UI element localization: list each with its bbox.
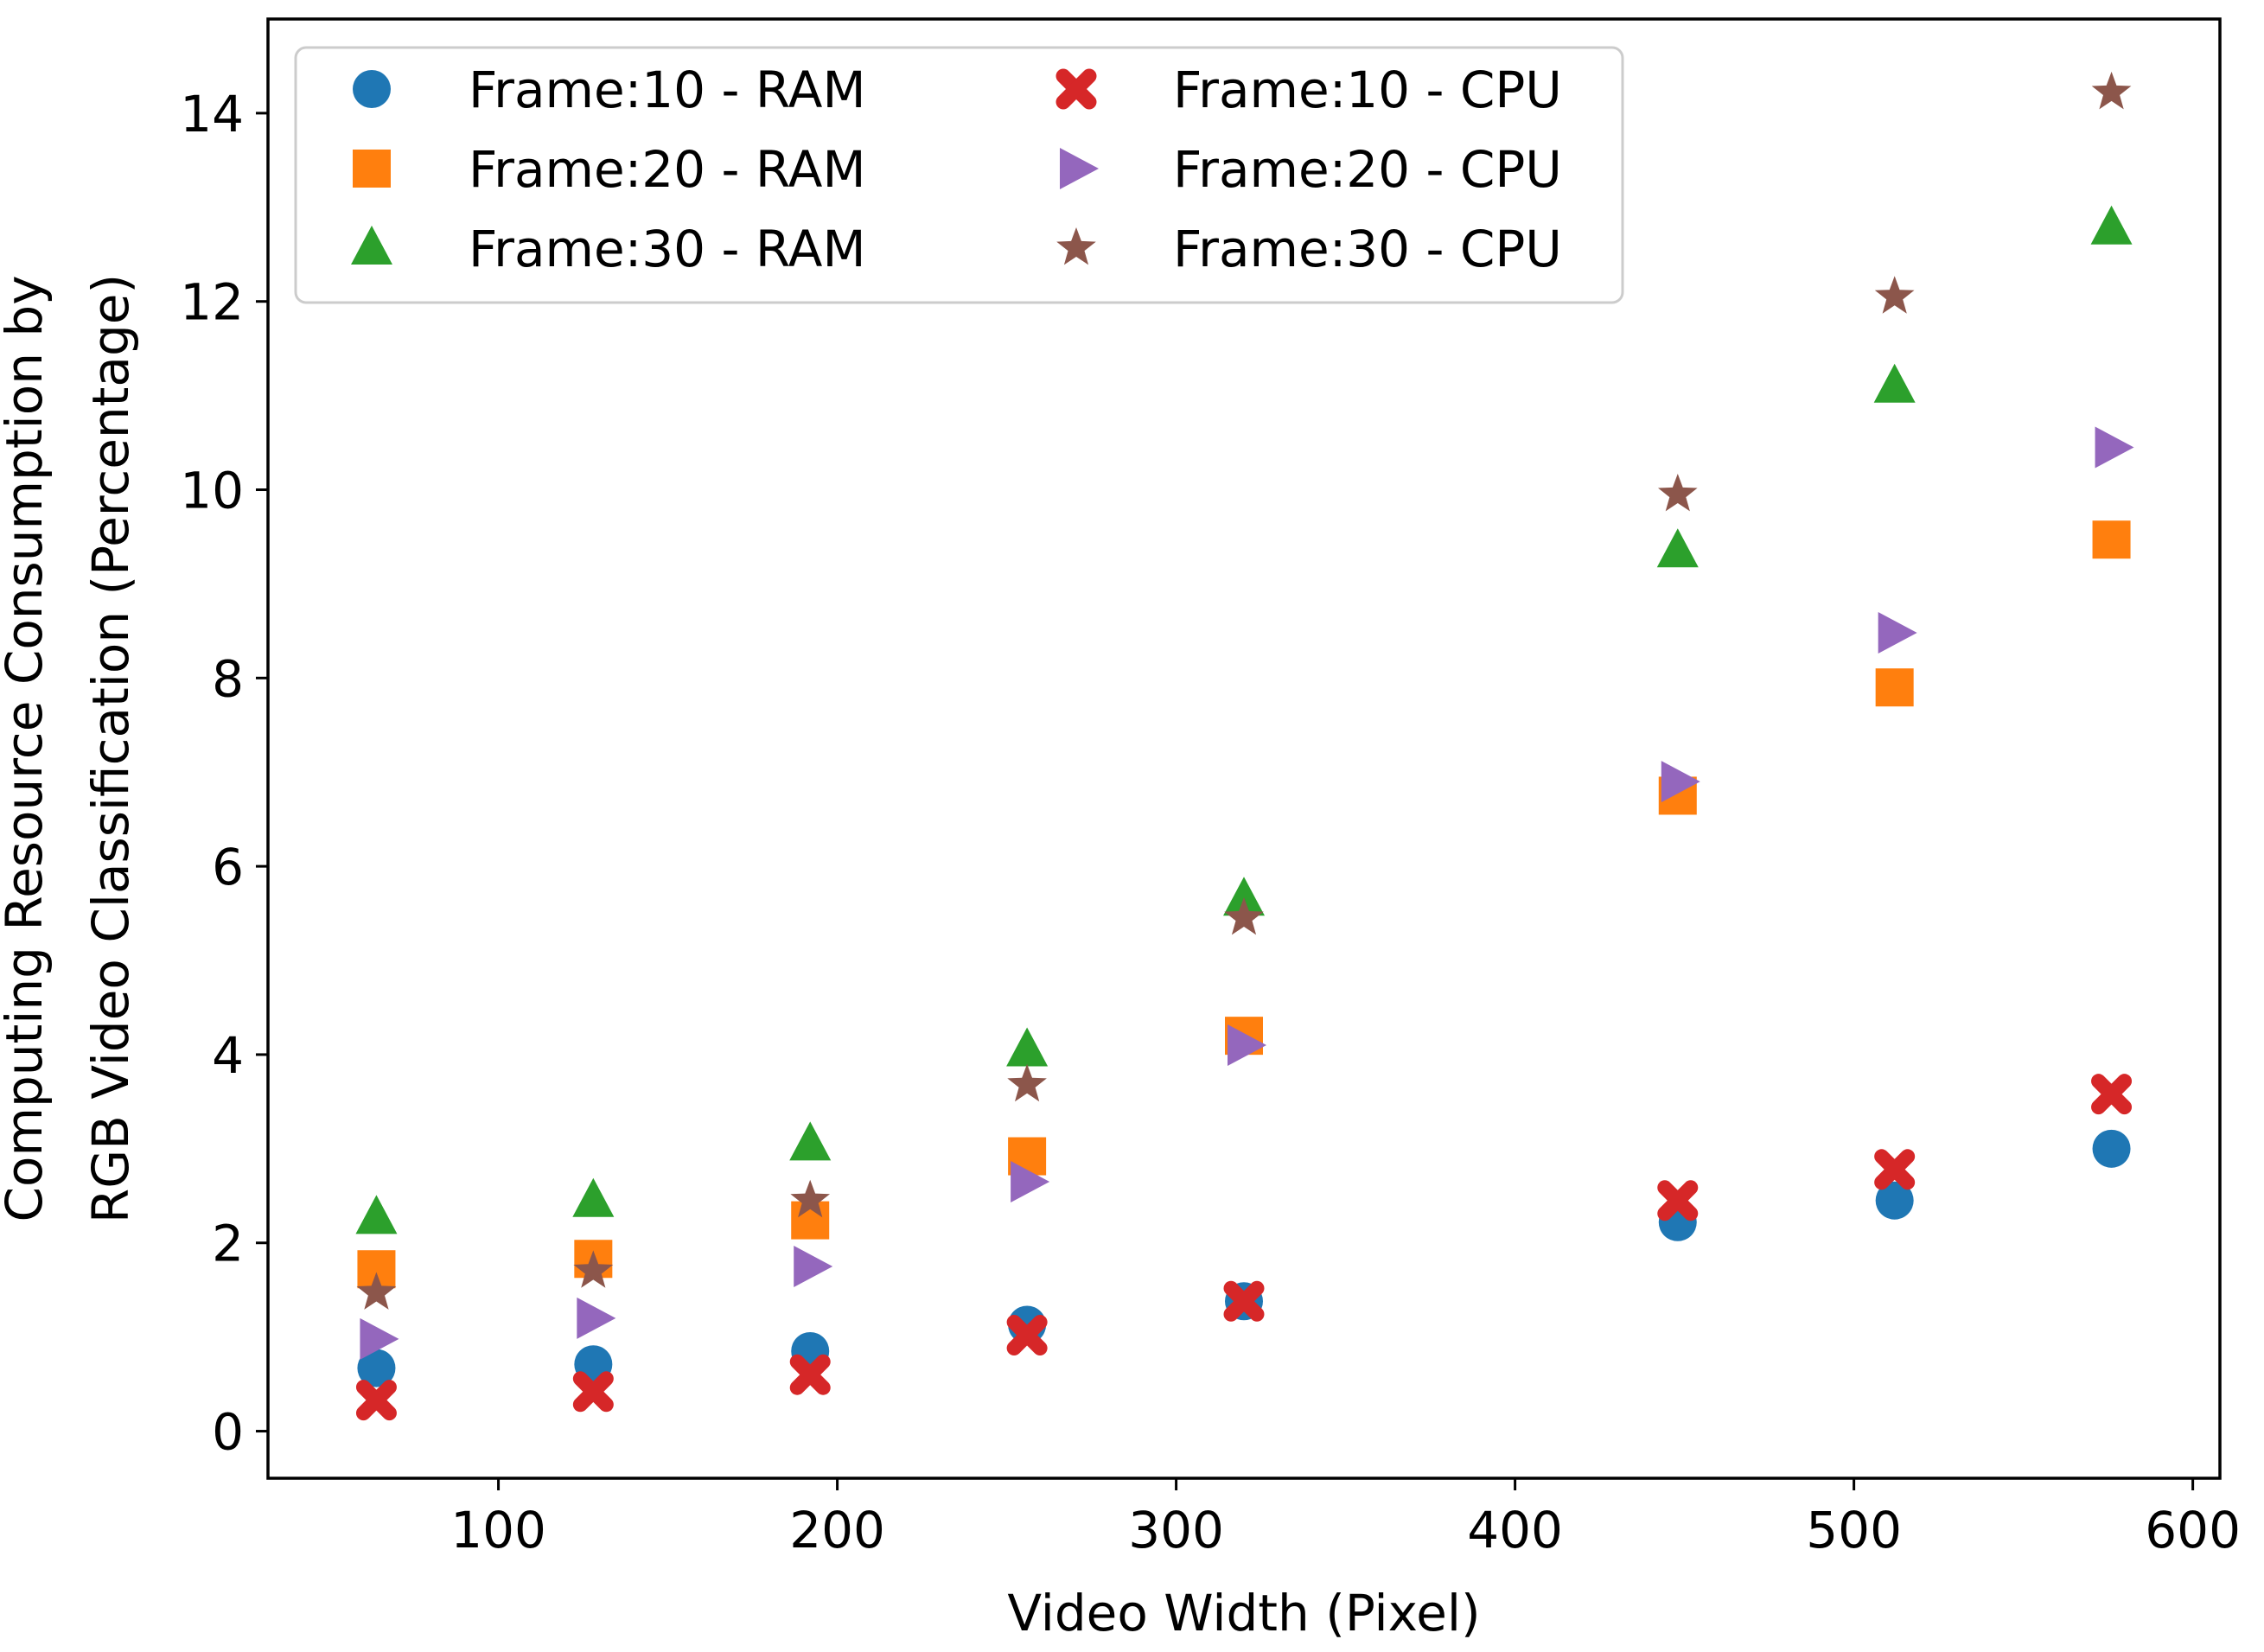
data-point	[355, 1380, 397, 1421]
data-point	[577, 1297, 616, 1339]
data-point	[355, 1195, 398, 1234]
legend-label: Frame:20 - RAM	[469, 140, 866, 199]
data-point	[2092, 1129, 2131, 1168]
y-tick-label: 10	[180, 462, 244, 520]
data-point	[1011, 1160, 1050, 1202]
data-point	[789, 1121, 832, 1161]
data-point	[572, 1371, 614, 1413]
x-tick-label: 600	[2145, 1501, 2241, 1560]
data-point	[2091, 71, 2132, 110]
legend-marker	[1056, 227, 1096, 265]
y-tick-label: 14	[180, 85, 244, 144]
legend: Frame:10 - RAM Frame:20 - RAM Frame:30 - R…	[294, 46, 1624, 304]
y-tick-label: 4	[212, 1026, 244, 1085]
plot-frame	[266, 17, 2222, 1480]
x-tick-label: 300	[1128, 1501, 1224, 1560]
legend-marker	[353, 70, 391, 108]
data-point	[1661, 761, 1700, 803]
data-point	[357, 1349, 396, 1387]
data-point	[1875, 1181, 1914, 1220]
legend-marker	[1060, 148, 1099, 189]
legend-marker	[353, 150, 391, 188]
y-axis-label-line-2: RGB Video Classification (Percentage)	[81, 274, 140, 1223]
data-point	[1656, 528, 1699, 568]
data-point	[2091, 1074, 2133, 1115]
data-point	[2095, 426, 2134, 469]
x-tick-label: 500	[1806, 1501, 1902, 1560]
legend-label: Frame:10 - CPU	[1173, 61, 1562, 119]
data-point	[1874, 276, 1915, 314]
data-point	[356, 1272, 397, 1310]
data-point	[2090, 205, 2133, 245]
x-tick-label: 400	[1467, 1501, 1563, 1560]
y-tick-label: 0	[212, 1403, 244, 1462]
legend-label: Frame:10 - RAM	[469, 61, 866, 119]
x-tick-label: 200	[789, 1501, 885, 1560]
data-point	[1658, 474, 1698, 512]
y-tick-label: 8	[212, 649, 244, 708]
data-point	[1878, 612, 1917, 654]
legend-marker	[351, 226, 392, 265]
y-axis-label-line-1: Computing Resource Consumption by	[0, 275, 54, 1221]
legend-label: Frame:30 - RAM	[469, 220, 866, 278]
legend-marker	[1055, 68, 1097, 110]
data-point	[1006, 1027, 1049, 1067]
data-points	[355, 71, 2134, 1421]
y-tick-label: 2	[212, 1215, 244, 1273]
data-point	[1223, 1280, 1265, 1322]
data-point	[360, 1317, 399, 1360]
data-point	[794, 1245, 833, 1287]
y-tick-label: 6	[212, 838, 244, 896]
data-point	[1223, 877, 1265, 916]
x-tick-label: 100	[450, 1501, 546, 1560]
data-point	[1873, 363, 1916, 403]
data-point	[790, 1179, 830, 1218]
data-point	[2092, 520, 2131, 559]
data-point	[572, 1177, 615, 1217]
y-tick-label: 12	[180, 273, 244, 332]
data-point	[1657, 1180, 1699, 1221]
legend-label: Frame:20 - CPU	[1173, 140, 1562, 199]
data-point	[1874, 1149, 1916, 1190]
data-point	[1875, 668, 1914, 707]
legend-label: Frame:30 - CPU	[1173, 220, 1562, 278]
axis-ticks: 100 200 300 400 500 600 0 2 4 6 8 10 12 14	[180, 85, 2241, 1560]
legend-box	[294, 46, 1624, 304]
data-point	[573, 1250, 614, 1288]
data-point	[789, 1354, 831, 1395]
data-point	[1007, 1063, 1047, 1102]
data-point	[1006, 1314, 1048, 1355]
data-point	[1224, 897, 1264, 935]
data-point	[1228, 1024, 1266, 1067]
x-axis-label: Video Width (Pixel)	[1007, 1584, 1480, 1642]
